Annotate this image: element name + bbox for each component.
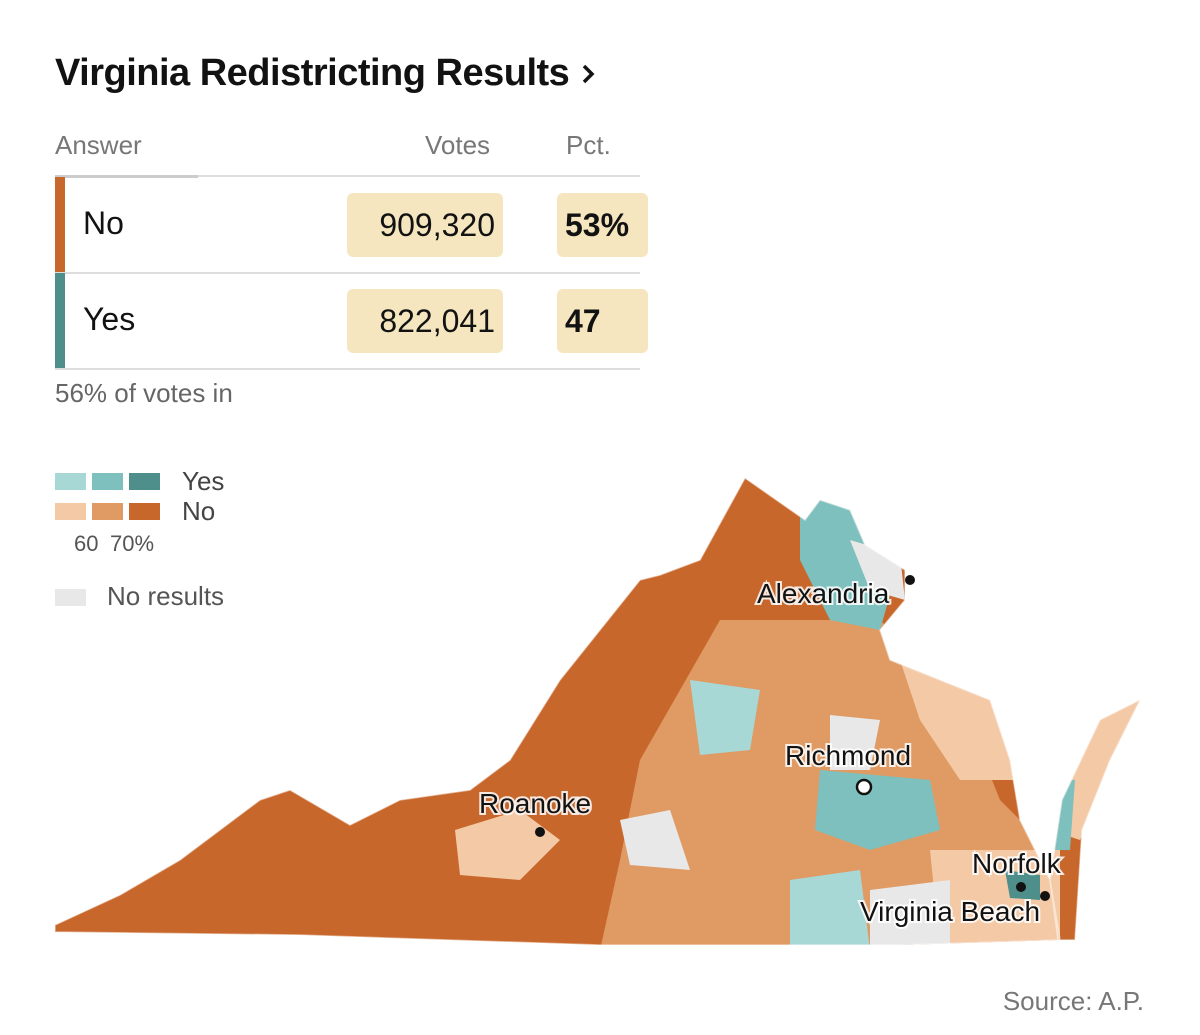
title-link[interactable]: Virginia Redistricting Results [55, 52, 595, 95]
county-no-results [830, 715, 880, 770]
city-label: Richmond [785, 740, 911, 771]
city-dot [1040, 891, 1050, 901]
header-rule [55, 175, 198, 178]
city-dot [905, 575, 915, 585]
county-yes [815, 770, 940, 850]
percent: 47 [557, 289, 648, 353]
votes: 822,041 [347, 289, 503, 353]
city-label: Virginia Beach [860, 896, 1040, 927]
city-label: Norfolk [972, 848, 1062, 879]
legend-scale: 60 [74, 531, 99, 556]
result-row: Yes 822,041 47 [55, 273, 648, 370]
legend-swatch [55, 589, 86, 606]
column-header: Votes [425, 130, 491, 160]
legend-label: No results [107, 581, 225, 611]
legend-swatch [129, 473, 160, 490]
city-label: Alexandria [757, 578, 890, 609]
legend-scale: 70% [110, 531, 155, 556]
city-dot [535, 827, 545, 837]
source: Source: A.P. [1002, 986, 1144, 1016]
chevron-icon[interactable] [581, 63, 595, 85]
capital-dot [855, 778, 873, 796]
city-label: Roanoke [479, 788, 591, 819]
county-yes-light [690, 680, 760, 755]
title[interactable]: Virginia Redistricting Results [55, 52, 570, 94]
percent: 53% [557, 193, 648, 257]
footnote: 56% of votes in [55, 378, 233, 408]
row-color-bar [55, 273, 65, 368]
column-header: Pct. [566, 130, 611, 160]
county-yes-light [790, 870, 870, 945]
county-no-results [620, 810, 690, 870]
result-row: No 909,320 53% [55, 177, 648, 274]
answer: Yes [83, 301, 136, 337]
legend-label: Yes [182, 466, 225, 496]
header-rule [198, 175, 640, 177]
legend-swatch [92, 503, 123, 520]
legend-swatch [92, 473, 123, 490]
votes: 909,320 [347, 193, 503, 257]
legend-swatch [55, 473, 86, 490]
county-no-results [870, 880, 950, 945]
county-no-light [455, 810, 560, 880]
city-dot [1016, 882, 1026, 892]
legend-swatch [55, 503, 86, 520]
row-color-bar [55, 177, 65, 272]
column-header: Answer [55, 130, 142, 160]
legend-swatch [129, 503, 160, 520]
answer: No [83, 205, 124, 241]
legend-label: No [182, 496, 216, 526]
